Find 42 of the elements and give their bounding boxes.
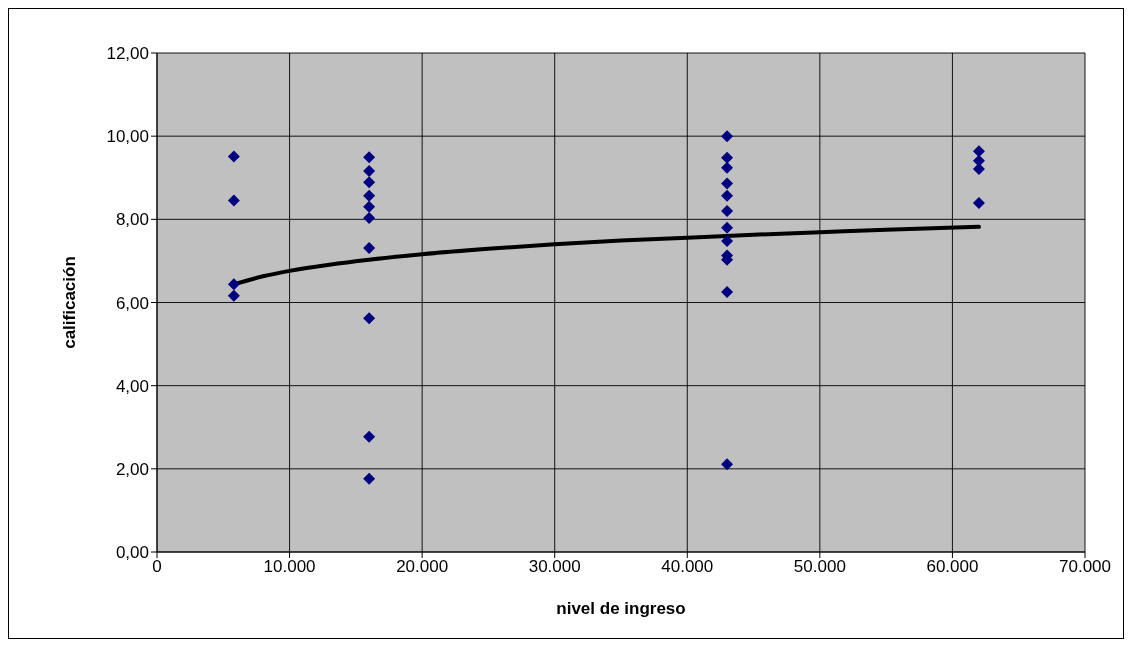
x-tick-label: 70.000 <box>1059 557 1111 577</box>
point <box>363 165 376 178</box>
point <box>972 197 985 210</box>
point <box>363 430 376 443</box>
y-tick-label: 4,00 <box>115 376 149 396</box>
y-tick-label: 2,00 <box>115 459 149 479</box>
point <box>227 278 240 291</box>
point <box>721 130 734 143</box>
point <box>721 234 734 247</box>
x-tick-label: 0 <box>152 557 162 577</box>
x-tick-label: 30.000 <box>528 557 581 577</box>
y-tick-label: 12,00 <box>106 44 149 64</box>
x-tick-label: 50.000 <box>793 557 846 577</box>
point <box>721 161 734 174</box>
x-axis-title: nivel de ingreso <box>556 599 686 618</box>
x-tick-label: 20.000 <box>396 557 449 577</box>
y-tick-label: 6,00 <box>115 293 149 313</box>
point <box>363 151 376 164</box>
point <box>363 176 376 189</box>
y-tick-label: 8,00 <box>115 210 149 230</box>
point <box>721 205 734 218</box>
point <box>363 189 376 202</box>
point <box>721 286 734 299</box>
point <box>363 200 376 213</box>
point <box>227 289 240 302</box>
point <box>363 212 376 225</box>
y-tick-label: 10,00 <box>106 127 149 147</box>
y-axis-title: calificación <box>60 256 80 349</box>
point <box>721 189 734 202</box>
point <box>363 472 376 485</box>
point <box>721 458 734 471</box>
point <box>721 151 734 164</box>
point <box>721 221 734 234</box>
x-tick-label: 40.000 <box>661 557 714 577</box>
x-tick-label: 10.000 <box>263 557 316 577</box>
point <box>227 194 240 207</box>
y-tick-label: 0,00 <box>115 543 149 563</box>
point <box>227 150 240 163</box>
x-tick-label: 60.000 <box>926 557 979 577</box>
point <box>363 242 376 255</box>
point <box>363 312 376 325</box>
point <box>721 177 734 190</box>
